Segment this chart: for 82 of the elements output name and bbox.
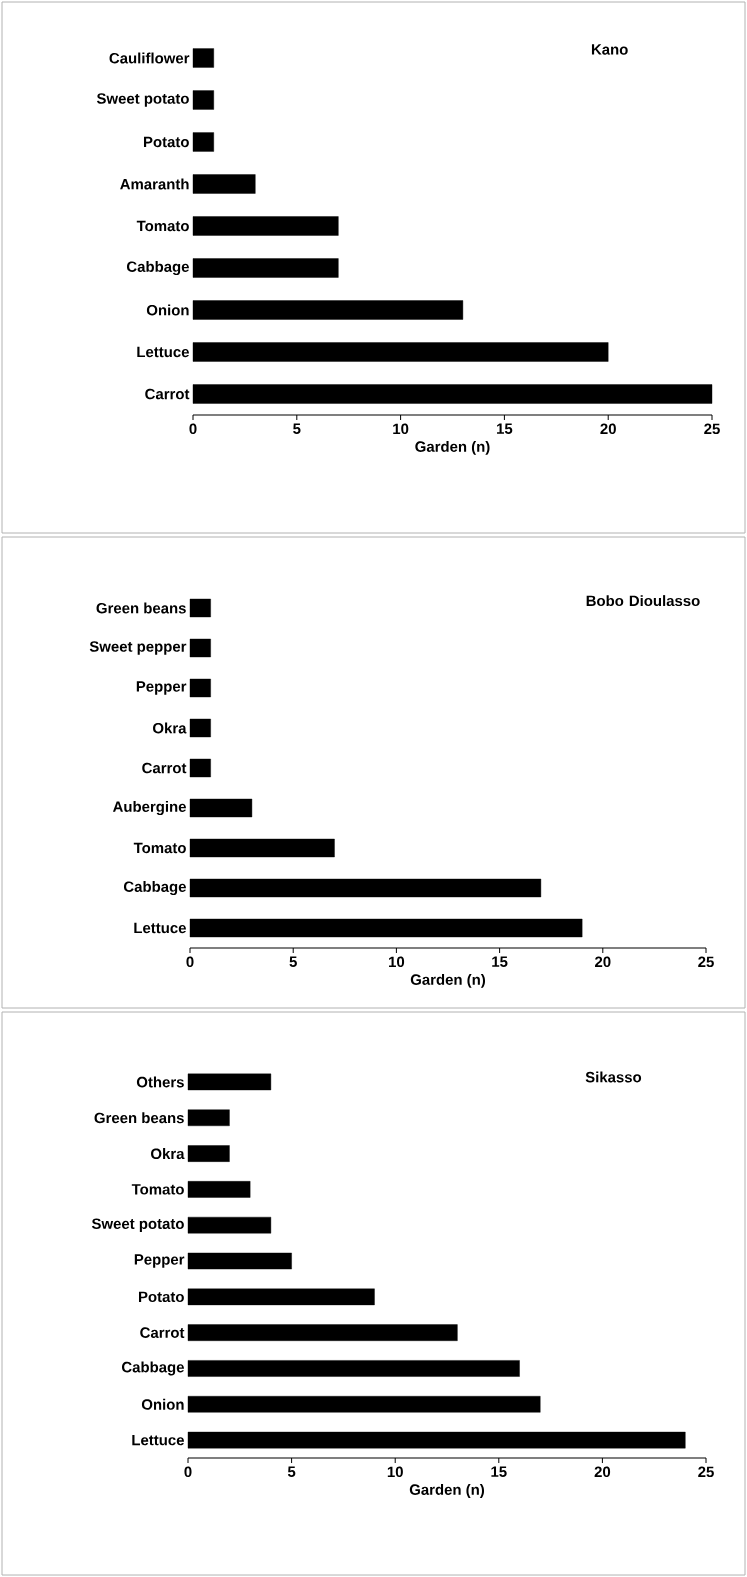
annotation: Sikasso — [585, 1071, 642, 1083]
x-tick-label: 25 — [704, 423, 720, 435]
y-tick-label: Aubergine — [112, 801, 186, 816]
x-tick-label: 25 — [698, 1466, 714, 1478]
y-tick-label: Others — [136, 1076, 184, 1088]
y-tick-label: Cabbage — [123, 881, 186, 896]
annotation: Bobo Dioulasso — [586, 595, 700, 607]
y-tick-label: Amaranth — [120, 178, 189, 190]
bar — [187, 1145, 230, 1162]
bar — [187, 1288, 375, 1306]
y-tick-label: Sweet potato — [96, 93, 189, 107]
x-tick-label: 0 — [184, 1466, 192, 1478]
y-tick-label: Carrot — [140, 1327, 185, 1338]
y-tick-label: Cabbage — [121, 1361, 184, 1376]
bar — [187, 1252, 292, 1270]
y-tick-label: Pepper — [134, 1254, 185, 1268]
bar — [189, 678, 211, 698]
y-tick-label: Potato — [138, 1291, 184, 1303]
bar — [192, 384, 713, 404]
y-tick-label: Sweet pepper — [89, 641, 187, 655]
bar — [192, 258, 339, 278]
x-tick-label: 25 — [698, 956, 714, 968]
x-tick-label: 15 — [491, 1466, 507, 1477]
bar — [189, 838, 335, 858]
x-tick-label: 0 — [186, 956, 194, 968]
bar — [187, 1073, 272, 1091]
bar — [187, 1324, 458, 1341]
x-tick-label: 0 — [189, 423, 197, 435]
x-tick-label: 20 — [600, 423, 616, 435]
y-tick-label: Carrot — [142, 762, 187, 774]
x-tick-label: 15 — [492, 956, 508, 967]
y-tick-label: Carrot — [145, 388, 190, 400]
bar — [187, 1109, 230, 1126]
x-tick-label: 10 — [389, 956, 405, 968]
x-tick-label: 10 — [387, 1466, 403, 1478]
bar — [192, 48, 214, 68]
y-tick-label: Okra — [153, 722, 187, 734]
y-tick-label: Tomato — [131, 1184, 184, 1195]
y-tick-label: Tomato — [136, 220, 189, 232]
annotation: Kano — [591, 44, 628, 55]
y-tick-label: Pepper — [136, 681, 187, 695]
x-tick-label: 5 — [289, 956, 297, 967]
y-tick-label: Lettuce — [137, 346, 189, 358]
y-tick-label: Cauliflower — [109, 52, 190, 64]
y-tick-label: Okra — [151, 1148, 185, 1160]
bar — [189, 878, 542, 898]
y-tick-label: Lettuce — [132, 1434, 184, 1446]
y-tick-label: Tomato — [133, 842, 186, 854]
bar — [187, 1431, 686, 1449]
x-axis-title: Garden (n) — [415, 440, 490, 455]
bar — [189, 798, 253, 818]
bar — [192, 216, 339, 236]
x-tick-label: 5 — [293, 423, 301, 434]
x-axis-title: Garden (n) — [409, 1483, 485, 1498]
y-tick-label: Onion — [141, 1398, 184, 1410]
y-tick-label: Potato — [143, 136, 189, 148]
bar — [189, 718, 211, 738]
y-tick-label: Green beans — [96, 602, 186, 614]
y-tick-label: Sweet potato — [91, 1218, 184, 1232]
y-tick-label: Green beans — [94, 1112, 184, 1124]
x-tick-label: 5 — [287, 1466, 296, 1477]
bar — [189, 598, 211, 618]
bar — [192, 342, 609, 362]
x-tick-label: 15 — [497, 423, 513, 434]
bar — [192, 90, 214, 110]
bar — [187, 1181, 251, 1198]
bar — [189, 918, 583, 938]
bar — [189, 638, 211, 658]
bar — [192, 174, 256, 194]
bar — [187, 1396, 541, 1413]
x-tick-label: 20 — [594, 1466, 611, 1478]
x-tick-label: 20 — [595, 956, 611, 968]
x-axis-title: Garden (n) — [410, 973, 486, 988]
x-tick-label: 10 — [393, 423, 409, 435]
y-tick-label: Onion — [146, 304, 189, 316]
bar — [189, 758, 211, 778]
y-tick-label: Lettuce — [134, 922, 186, 934]
bar — [192, 300, 464, 320]
y-tick-label: Cabbage — [126, 261, 189, 276]
bar — [192, 132, 214, 152]
bar — [187, 1216, 272, 1234]
bar — [187, 1360, 520, 1377]
